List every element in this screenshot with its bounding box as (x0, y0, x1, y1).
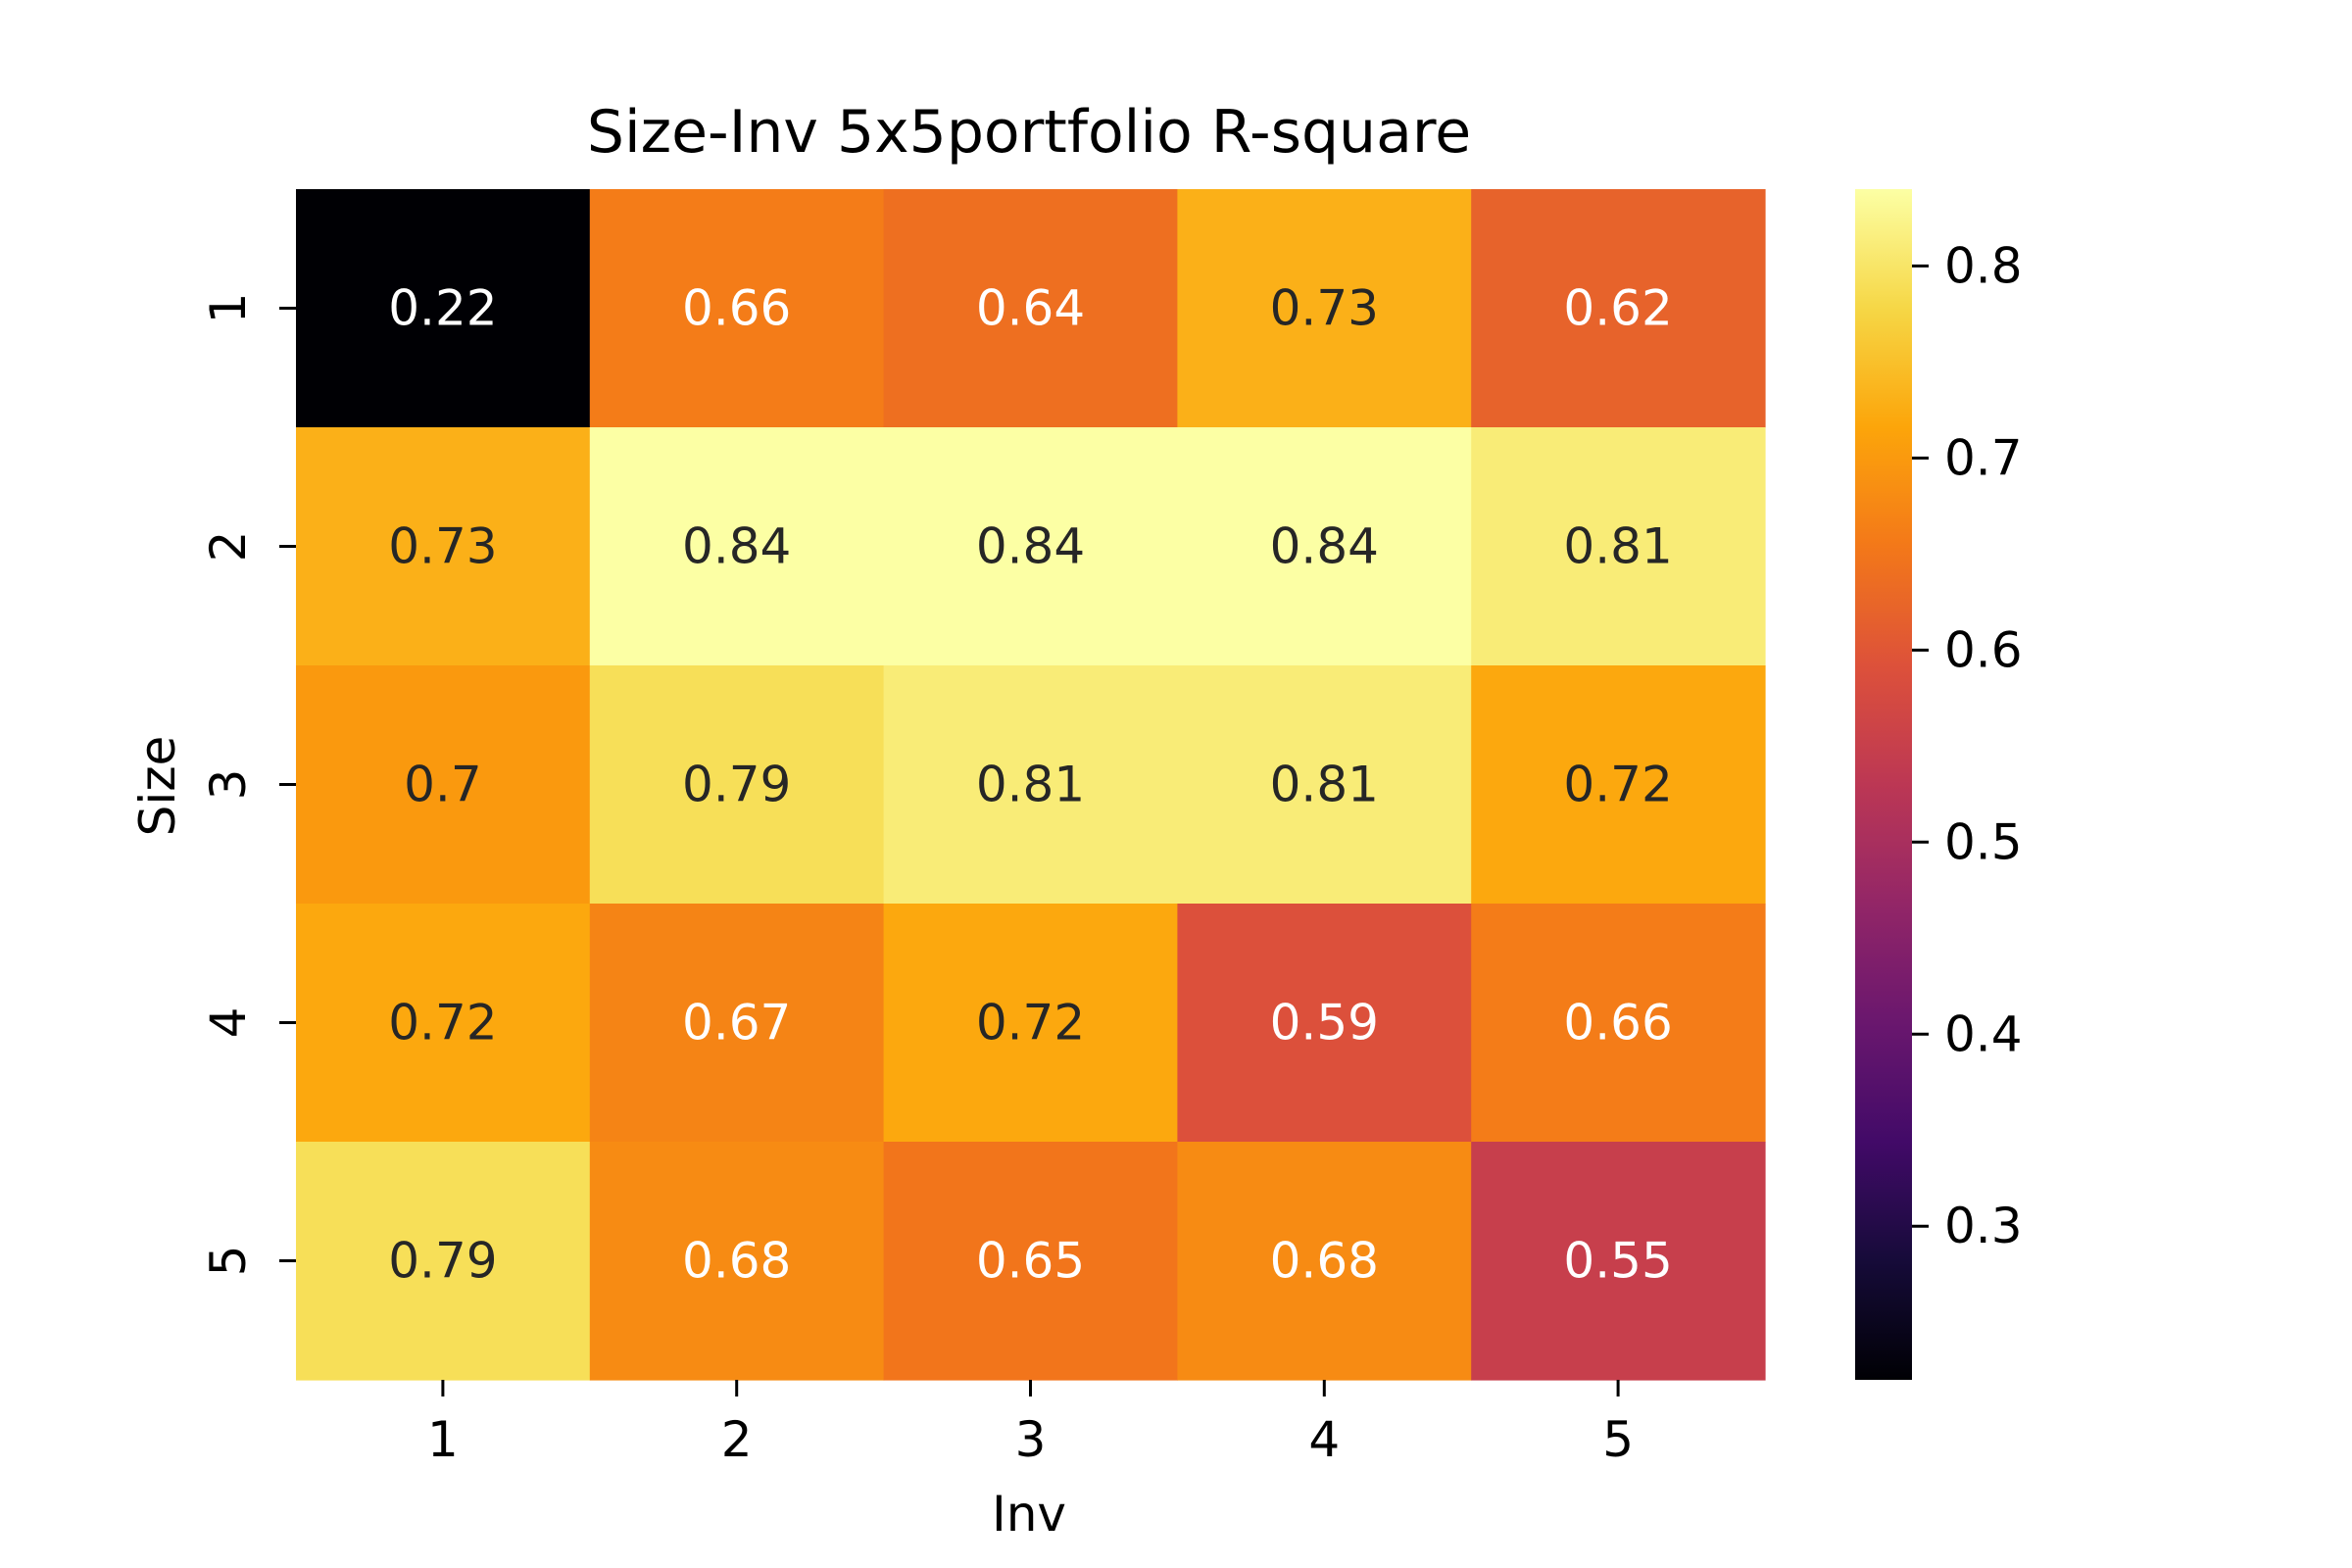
colorbar: 0.3 0.4 0.5 0.6 0.7 0.8 (1855, 189, 2023, 1380)
heatmap-cell (296, 427, 591, 666)
y-tick-label: 1 (200, 293, 257, 324)
y-axis: 1 2 3 4 5 (200, 293, 296, 1277)
x-tick-label: 4 (1308, 1411, 1340, 1468)
x-tick-label: 5 (1602, 1411, 1634, 1468)
cell-value-label: 0.66 (1563, 995, 1672, 1052)
cell-value-label: 0.84 (1270, 518, 1379, 575)
y-tick-label: 4 (200, 1007, 257, 1039)
y-tick-label: 2 (200, 531, 257, 563)
heatmap-cell (1177, 427, 1472, 666)
cell-value-label: 0.68 (682, 1233, 791, 1290)
heatmap-cell (883, 904, 1178, 1143)
heatmap-cell (296, 904, 591, 1143)
heatmap-cell (589, 189, 885, 428)
heatmap-cell (883, 427, 1178, 666)
heatmap-cell (1177, 1142, 1472, 1381)
heatmap-cell (1177, 665, 1472, 905)
cell-value-label: 0.84 (976, 518, 1085, 575)
cell-value-label: 0.66 (682, 280, 791, 337)
heatmap-cell (296, 189, 591, 428)
cell-value-label: 0.64 (976, 280, 1085, 337)
colorbar-tick-label: 0.5 (1944, 813, 2023, 870)
colorbar-tick-label: 0.3 (1944, 1198, 2023, 1254)
cell-value-label: 0.79 (682, 757, 791, 813)
colorbar-tick-label: 0.6 (1944, 621, 2023, 678)
heatmap-cells (296, 189, 1766, 1381)
cell-value-label: 0.67 (682, 995, 791, 1052)
x-axis-label: Inv (992, 1486, 1066, 1543)
heatmap-cell (296, 1142, 591, 1381)
heatmap-cell (1471, 904, 1766, 1143)
heatmap-cell (589, 1142, 885, 1381)
x-tick-label: 1 (427, 1411, 459, 1468)
heatmap-cell (1471, 427, 1766, 666)
heatmap-cell (1177, 189, 1472, 428)
cell-value-label: 0.55 (1563, 1233, 1672, 1290)
heatmap-cell (883, 189, 1178, 428)
cell-value-label: 0.73 (1270, 280, 1379, 337)
cell-value-label: 0.84 (682, 518, 791, 575)
cell-value-label: 0.72 (1563, 757, 1672, 813)
cell-value-label: 0.7 (404, 757, 482, 813)
y-tick-label: 5 (200, 1246, 257, 1277)
cell-value-label: 0.65 (976, 1233, 1085, 1290)
heatmap-cell (589, 427, 885, 666)
cell-value-label: 0.72 (976, 995, 1085, 1052)
cell-value-label: 0.22 (388, 280, 497, 337)
heatmap-cell (1471, 665, 1766, 905)
heatmap-cell (1471, 189, 1766, 428)
colorbar-tick-label: 0.8 (1944, 237, 2023, 294)
cell-value-label: 0.79 (388, 1233, 497, 1290)
cell-value-label: 0.81 (1270, 757, 1379, 813)
cell-value-label: 0.68 (1270, 1233, 1379, 1290)
colorbar-tick-label: 0.7 (1944, 429, 2023, 486)
y-axis-label: Size (129, 736, 186, 837)
heatmap-cell (1177, 904, 1472, 1143)
chart-title: Size-Inv 5x5portfolio R-square (587, 98, 1471, 167)
heatmap-cell (589, 665, 885, 905)
heatmap-cell (589, 904, 885, 1143)
colorbar-gradient (1855, 189, 1912, 1380)
heatmap-cell-labels: 0.22 0.66 0.64 0.73 0.62 0.73 0.84 0.84 0.84 0.81… (388, 280, 1673, 1290)
heatmap-cell (296, 665, 591, 905)
x-tick-label: 3 (1015, 1411, 1047, 1468)
cell-value-label: 0.72 (388, 995, 497, 1052)
x-tick-label: 2 (721, 1411, 753, 1468)
cell-value-label: 0.81 (976, 757, 1085, 813)
cell-value-label: 0.62 (1563, 280, 1672, 337)
cell-value-label: 0.81 (1563, 518, 1672, 575)
x-axis: 1 2 3 4 5 (427, 1380, 1634, 1468)
cell-value-label: 0.73 (388, 518, 497, 575)
colorbar-tick-label: 0.4 (1944, 1005, 2023, 1062)
cell-value-label: 0.59 (1270, 995, 1379, 1052)
y-tick-label: 3 (200, 769, 257, 801)
heatmap-cell (883, 1142, 1178, 1381)
heatmap-cell (1471, 1142, 1766, 1381)
heatmap-cell (883, 665, 1178, 905)
